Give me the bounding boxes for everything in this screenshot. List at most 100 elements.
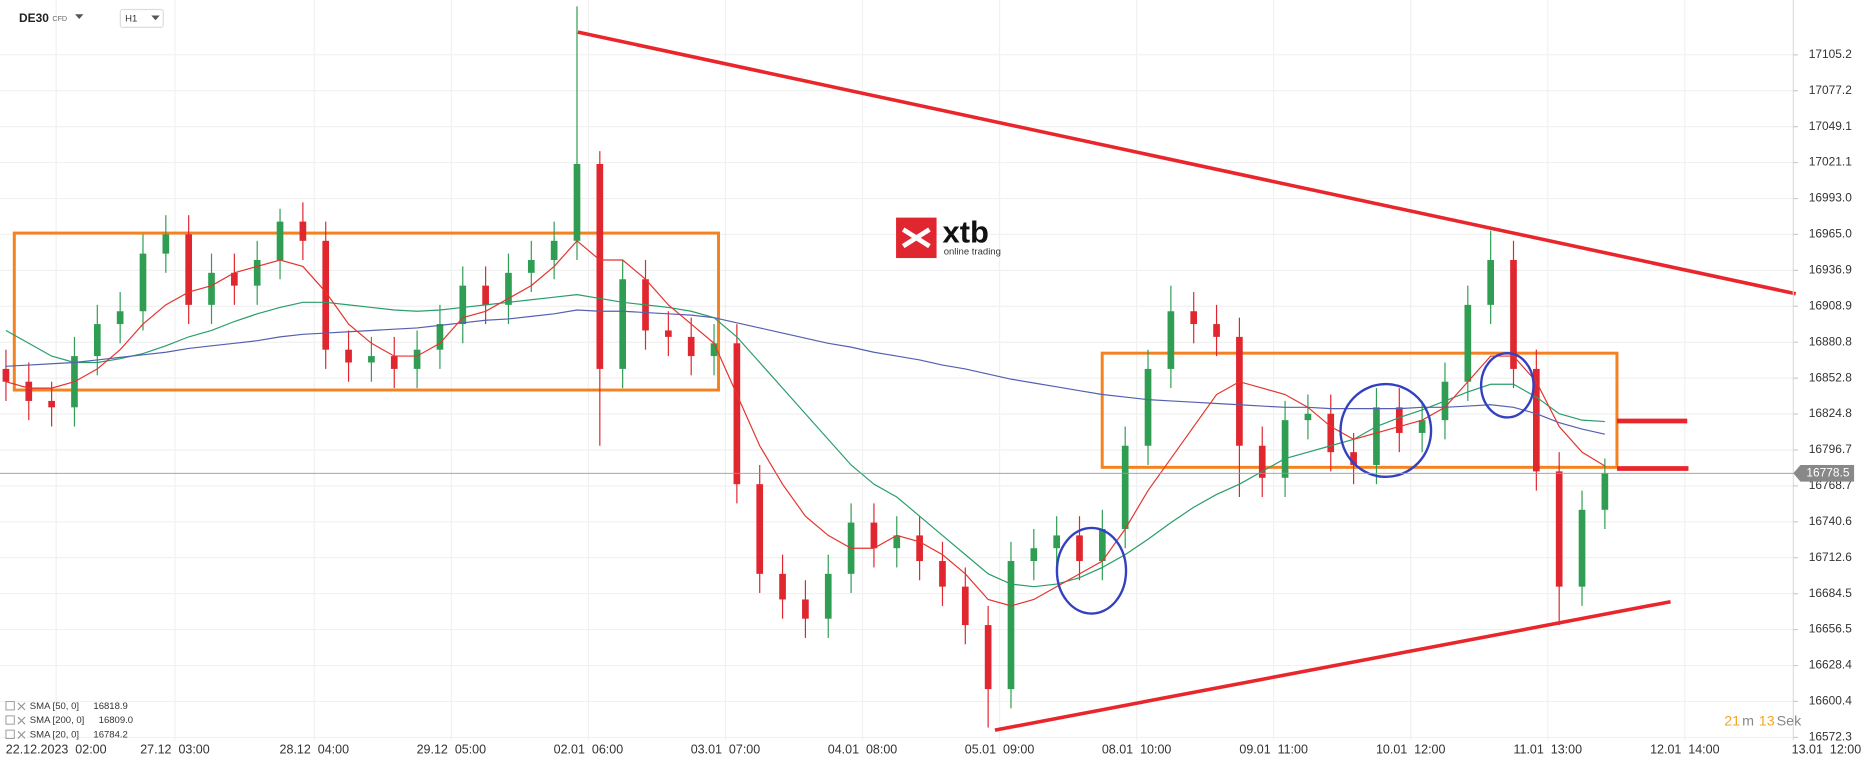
y-tick-label: 16712.6 bbox=[1809, 550, 1852, 564]
y-tick-label: 16628.4 bbox=[1809, 658, 1852, 672]
candle-body bbox=[276, 221, 284, 261]
candle-body bbox=[619, 279, 627, 369]
x-tick-label: 12.01 14:00 bbox=[1650, 743, 1720, 757]
y-tick-label: 16965.0 bbox=[1809, 227, 1852, 241]
y-tick-label: 16993.0 bbox=[1809, 191, 1852, 205]
legend: SMA [50, 0] 16818.9 SMA [200, 0] 16809.0 SMA… bbox=[5, 701, 133, 740]
trend-line bbox=[577, 30, 1797, 296]
y-tick-label: 16656.5 bbox=[1809, 622, 1852, 636]
y-tick-label: 16600.4 bbox=[1809, 694, 1852, 708]
timeframe: H1 bbox=[125, 14, 137, 25]
candle-body bbox=[253, 260, 261, 286]
candle-body bbox=[916, 535, 923, 562]
x-tick-label: 11.01 13:00 bbox=[1513, 743, 1582, 757]
y-tick-label: 17049.1 bbox=[1809, 119, 1852, 133]
candle-body bbox=[299, 221, 307, 241]
x-tick-label: 29.12 05:00 bbox=[417, 743, 487, 757]
legend-remove bbox=[17, 716, 26, 725]
candle-body bbox=[1236, 336, 1243, 446]
candle-body bbox=[1121, 445, 1129, 530]
x-tick-label: 03.01 07:00 bbox=[691, 743, 761, 757]
highlight-circle bbox=[1339, 382, 1433, 479]
y-tick-label: 16572.3 bbox=[1809, 730, 1852, 744]
candle-body bbox=[436, 324, 444, 350]
candle-body bbox=[1487, 260, 1494, 305]
legend-icon bbox=[5, 701, 15, 711]
candle-body bbox=[1418, 420, 1426, 433]
candle-body bbox=[1395, 407, 1403, 433]
candle-body bbox=[687, 336, 695, 357]
timer-seconds: 13 bbox=[1759, 714, 1775, 730]
y-tick-label: 16936.9 bbox=[1809, 263, 1852, 277]
x-tick-label: 09.01 11:00 bbox=[1239, 743, 1308, 757]
y-tick-label: 16908.9 bbox=[1809, 298, 1852, 312]
candle-body bbox=[824, 573, 832, 619]
candle-body bbox=[710, 343, 718, 357]
sma-line bbox=[5, 309, 1605, 435]
candle-body bbox=[1007, 561, 1015, 690]
candle-body bbox=[733, 343, 741, 485]
candle-body bbox=[1099, 529, 1106, 562]
candle-body bbox=[1555, 471, 1563, 587]
candle-body bbox=[459, 285, 467, 325]
sma-line bbox=[5, 294, 1605, 588]
instrument-type: CFD bbox=[52, 15, 67, 23]
legend-label: SMA [50, 0] bbox=[30, 701, 79, 712]
range-box bbox=[12, 231, 721, 392]
symbol: DE30 bbox=[19, 11, 49, 25]
candle-body bbox=[527, 260, 535, 273]
candle-body bbox=[390, 356, 398, 369]
candle-body bbox=[939, 561, 946, 587]
timer-minutes: 21 bbox=[1724, 714, 1740, 730]
highlight-circle bbox=[1479, 351, 1535, 419]
candle-body bbox=[756, 484, 764, 574]
candle-body bbox=[322, 240, 330, 350]
candle-body bbox=[25, 381, 33, 401]
y-tick-label: 16740.6 bbox=[1809, 514, 1852, 528]
candle-body bbox=[185, 234, 193, 305]
candle-body bbox=[505, 272, 512, 305]
y-tick-label: 16852.8 bbox=[1809, 370, 1852, 384]
drawings-top bbox=[577, 30, 1797, 732]
trend-line bbox=[994, 599, 1671, 732]
legend-value: 16809.0 bbox=[99, 715, 133, 726]
timeframe-dropdown bbox=[151, 15, 160, 21]
candle-body bbox=[1373, 407, 1380, 465]
plot-area bbox=[2, 6, 1609, 728]
y-tick-label: 16880.8 bbox=[1809, 334, 1852, 348]
y-tick-label: 16796.7 bbox=[1809, 442, 1852, 456]
x-tick-label: 08.01 10:00 bbox=[1102, 743, 1172, 757]
candle-body bbox=[345, 349, 352, 363]
y-tick-label: 16684.5 bbox=[1809, 586, 1852, 600]
candle-body bbox=[162, 234, 170, 254]
candle-body bbox=[48, 400, 55, 408]
candle-body bbox=[550, 240, 558, 261]
y-tick-label: 17021.1 bbox=[1809, 155, 1852, 169]
candle-body bbox=[1144, 368, 1152, 446]
legend-value: 16784.2 bbox=[93, 729, 127, 740]
symbol-dropdown[interactable] bbox=[75, 14, 84, 20]
legend-icon bbox=[5, 729, 15, 739]
candle-body bbox=[208, 272, 215, 305]
timer-minutes-unit: m bbox=[1742, 714, 1754, 730]
timeframe-box[interactable] bbox=[119, 8, 164, 28]
candle-body bbox=[413, 349, 421, 369]
candle-body bbox=[1304, 413, 1312, 421]
candle-body bbox=[368, 356, 375, 363]
candle-body bbox=[984, 625, 992, 690]
current-price-label: 16778.5 bbox=[1806, 465, 1849, 479]
candle-body bbox=[1053, 535, 1061, 549]
candle-body bbox=[870, 522, 878, 549]
candle-body bbox=[1350, 452, 1357, 465]
current-price-tag bbox=[1793, 464, 1855, 482]
logo-tagline: online trading bbox=[944, 247, 1001, 258]
x-tick-label: 10.01 12:00 bbox=[1376, 743, 1446, 757]
legend-remove bbox=[17, 702, 26, 711]
candle-body bbox=[1167, 311, 1175, 369]
highlight-circle bbox=[1055, 526, 1128, 615]
candle-body bbox=[893, 535, 901, 549]
legend-remove bbox=[17, 730, 26, 739]
x-tick-label: 22.12.2023 02:00 bbox=[6, 743, 107, 757]
candle-body bbox=[665, 330, 672, 337]
